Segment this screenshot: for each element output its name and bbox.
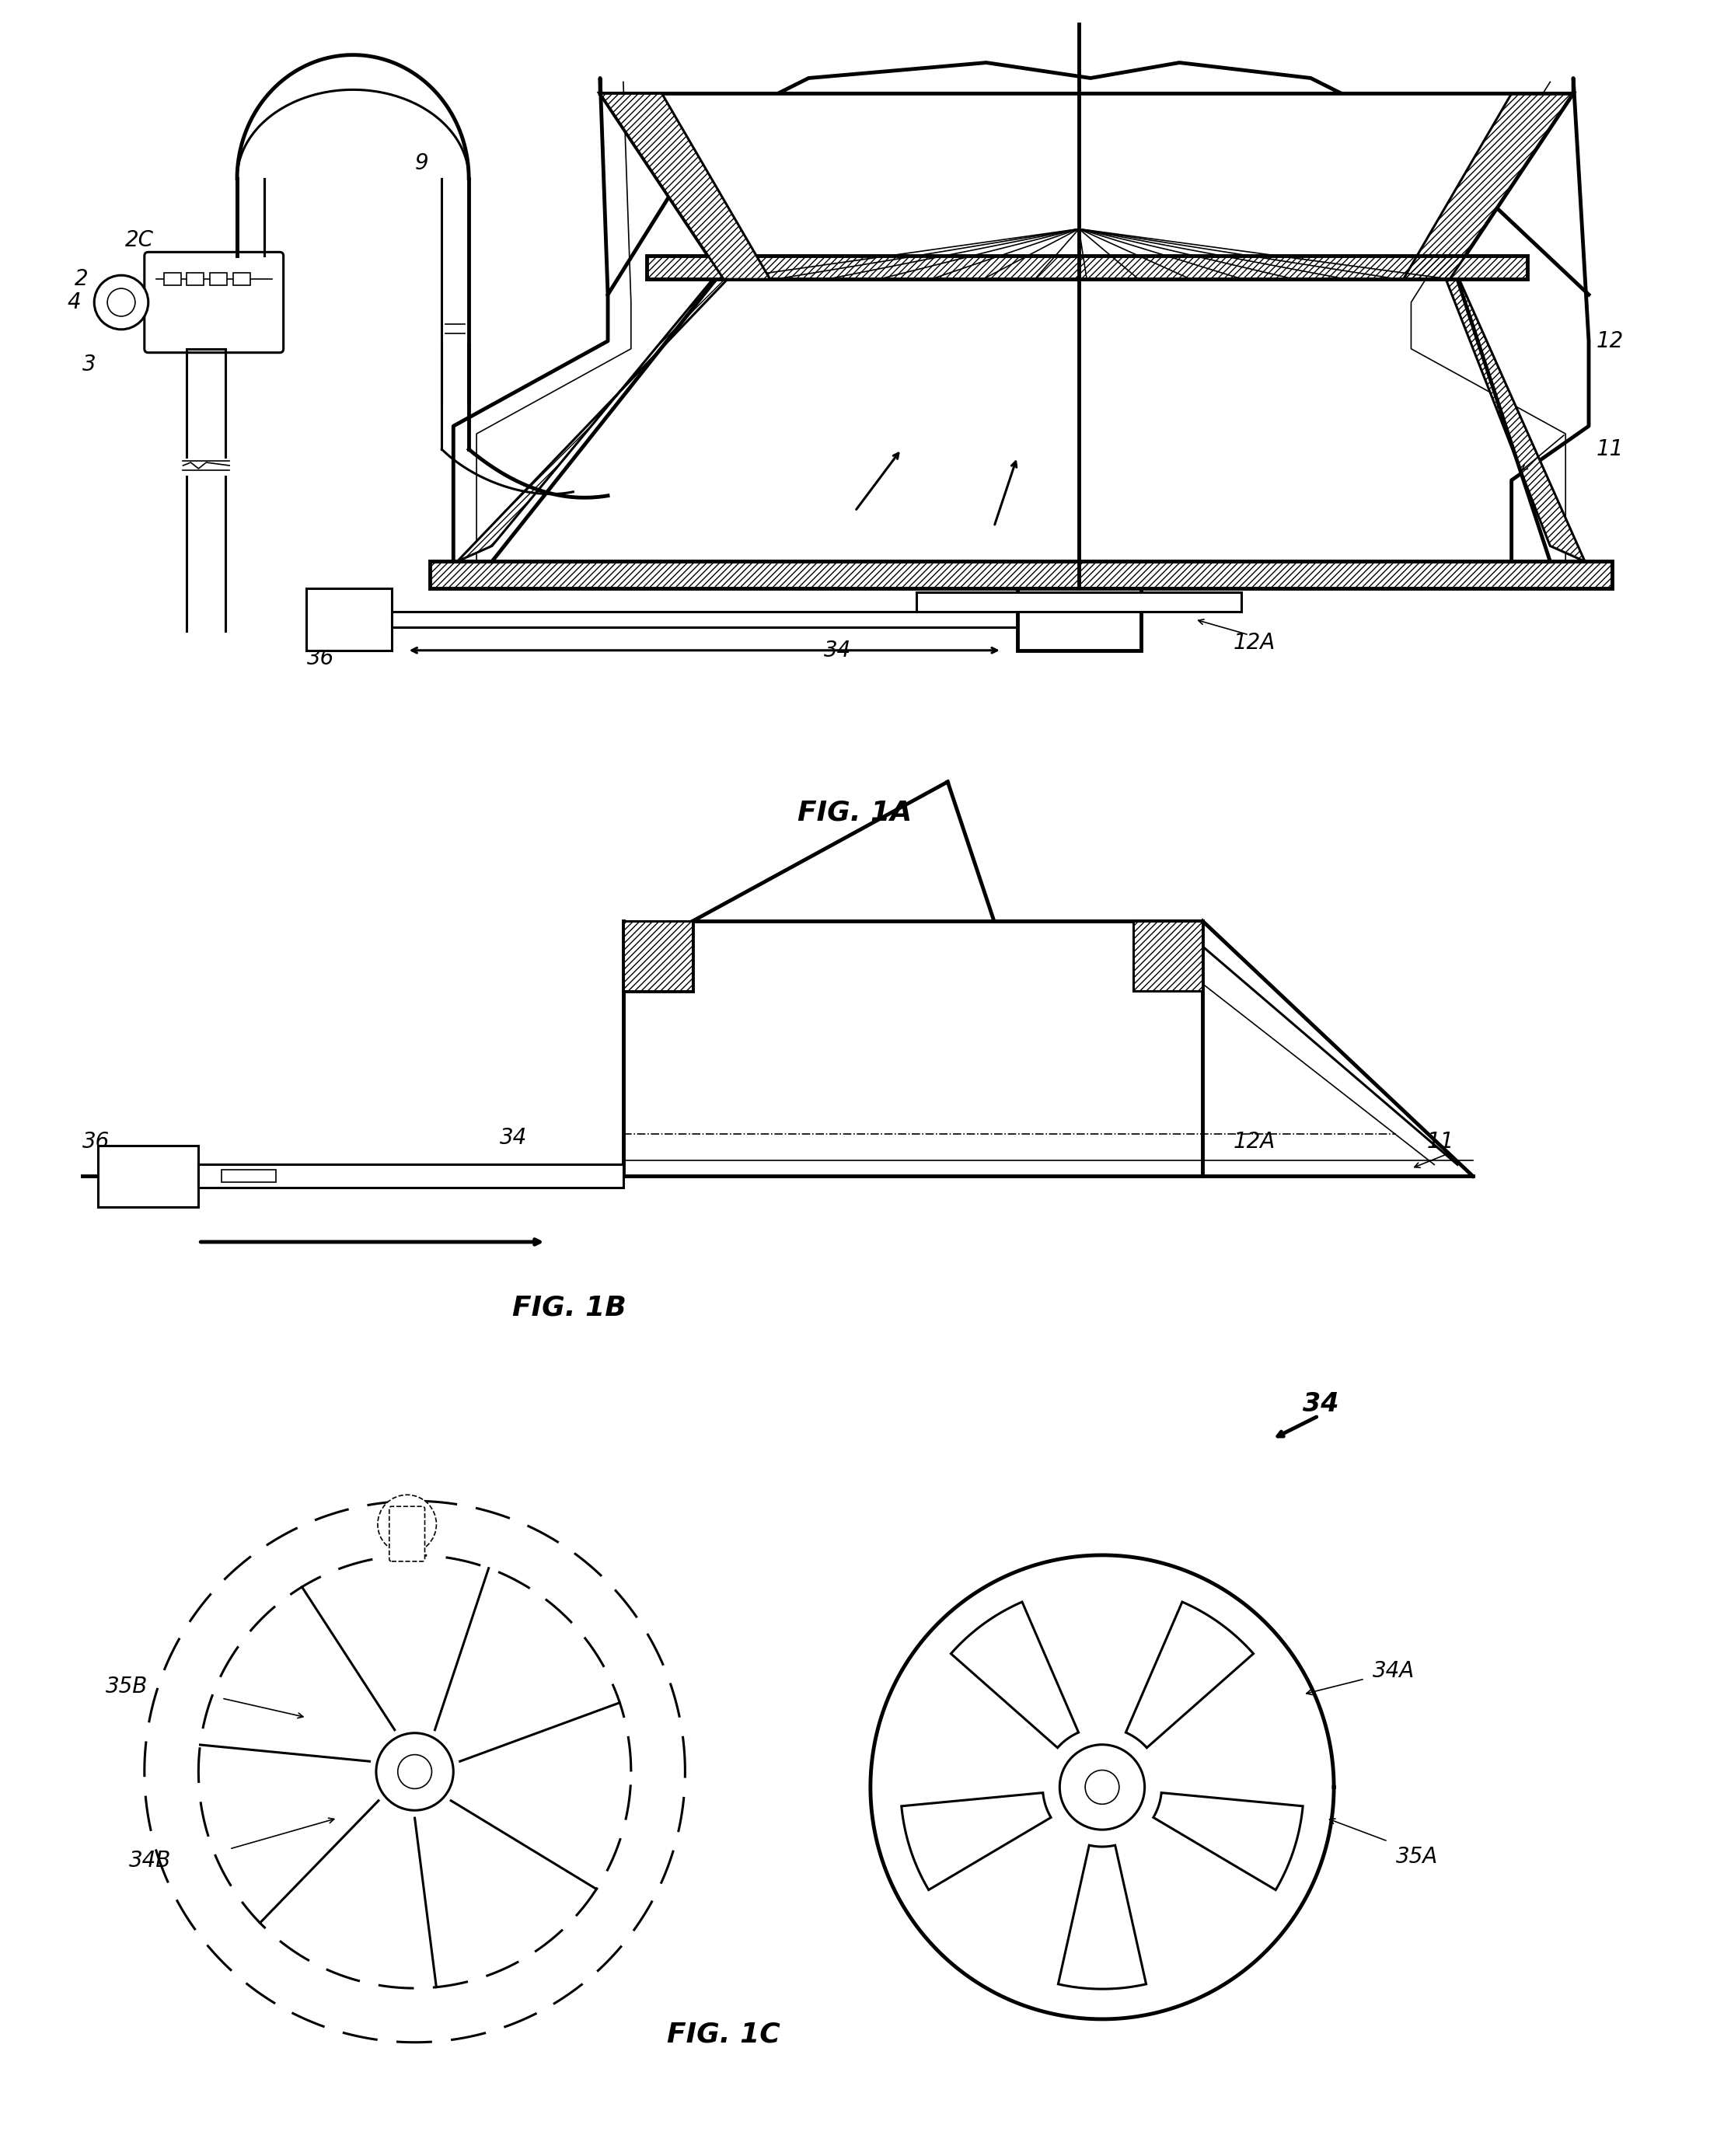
FancyBboxPatch shape	[144, 252, 284, 354]
Bar	[164, 274, 181, 285]
Bar	[392, 612, 1017, 627]
Text: 4: 4	[67, 291, 80, 313]
Bar	[646, 257, 1527, 278]
Text: 2: 2	[75, 267, 89, 291]
Polygon shape	[622, 921, 693, 990]
Circle shape	[1060, 1744, 1144, 1830]
Text: 3: 3	[82, 354, 96, 375]
Text: 2C: 2C	[125, 229, 154, 252]
Text: 34: 34	[824, 640, 852, 662]
Bar	[222, 1171, 275, 1181]
Text: 34: 34	[499, 1128, 527, 1149]
Text: 34A: 34A	[1373, 1660, 1414, 1682]
Polygon shape	[600, 93, 770, 278]
Text: 34: 34	[1303, 1391, 1339, 1416]
Polygon shape	[1134, 921, 1202, 990]
Circle shape	[1086, 1770, 1118, 1805]
Polygon shape	[1153, 1794, 1303, 1891]
Bar	[431, 561, 1613, 589]
Text: 12A: 12A	[1233, 1130, 1276, 1151]
Bar	[233, 274, 250, 285]
Bar	[431, 561, 1613, 589]
Text: 34B: 34B	[128, 1850, 171, 1871]
Bar	[97, 1145, 198, 1207]
Circle shape	[94, 276, 149, 330]
Circle shape	[376, 1733, 453, 1811]
Circle shape	[378, 1494, 436, 1554]
Text: FIG. 1C: FIG. 1C	[667, 2022, 780, 2048]
Bar	[306, 589, 392, 651]
Text: 11: 11	[1426, 1130, 1454, 1151]
Text: 12A: 12A	[1233, 632, 1276, 653]
Polygon shape	[901, 1794, 1052, 1891]
Text: 11A: 11A	[809, 213, 852, 235]
Bar	[198, 1164, 622, 1188]
Polygon shape	[1447, 276, 1585, 561]
Text: 35A: 35A	[1395, 1846, 1438, 1867]
Polygon shape	[951, 1602, 1079, 1749]
Text: 2B: 2B	[210, 276, 238, 298]
Polygon shape	[1125, 1602, 1253, 1749]
Polygon shape	[600, 93, 1573, 278]
Text: 11: 11	[1597, 438, 1624, 459]
Bar	[210, 274, 227, 285]
Text: 36: 36	[306, 647, 333, 668]
Circle shape	[108, 289, 135, 317]
Text: FIG. 1B: FIG. 1B	[513, 1294, 626, 1322]
Text: 12: 12	[1597, 330, 1624, 351]
Bar	[646, 257, 1527, 278]
Bar	[186, 274, 203, 285]
Text: FIG. 1A: FIG. 1A	[799, 800, 911, 826]
Text: 36: 36	[82, 1130, 109, 1151]
Circle shape	[398, 1755, 431, 1789]
Polygon shape	[1058, 1846, 1146, 1990]
Text: 2A: 2A	[192, 315, 219, 336]
Bar	[1017, 589, 1141, 651]
Text: 9: 9	[416, 153, 429, 175]
FancyBboxPatch shape	[390, 1507, 424, 1561]
Bar	[917, 593, 1241, 612]
Polygon shape	[457, 276, 727, 561]
Text: 35B: 35B	[106, 1675, 149, 1697]
